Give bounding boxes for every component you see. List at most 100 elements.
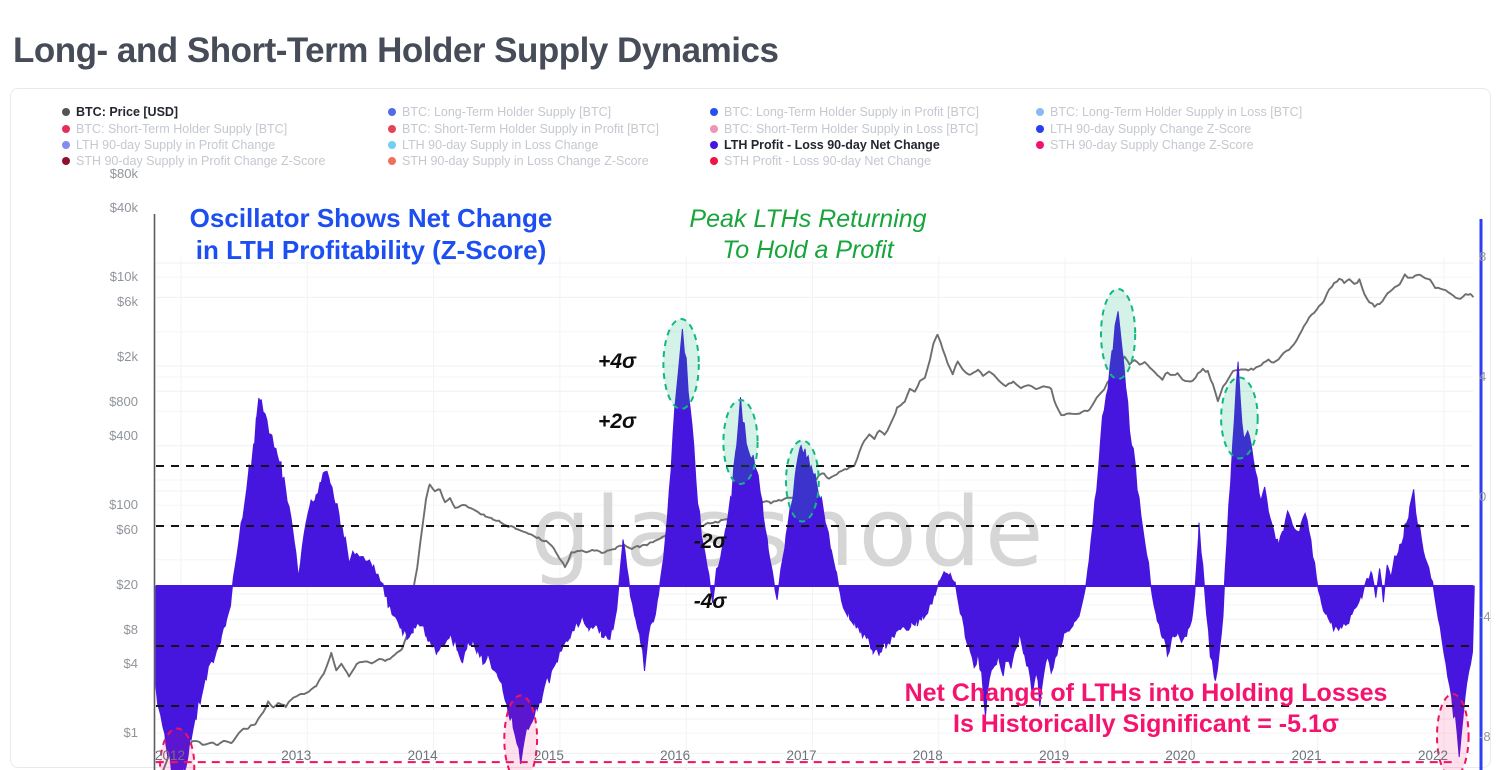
- legend-item[interactable]: BTC: Price [USD]: [62, 104, 388, 120]
- annotation-holding-losses: Net Change of LTHs into Holding Losses I…: [858, 678, 1434, 739]
- legend-item-label: BTC: Price [USD]: [76, 105, 179, 120]
- legend-dot-icon: [62, 157, 70, 166]
- legend-item-label: STH 90-day Supply in Profit Change Z-Sco…: [76, 154, 326, 169]
- annotation-losses-line1: Net Change of LTHs into Holding Losses: [904, 679, 1388, 707]
- legend-item[interactable]: BTC: Long-Term Holder Supply in Loss [BT…: [1036, 104, 1462, 120]
- legend-item-label: STH 90-day Supply in Loss Change Z-Score: [402, 154, 649, 169]
- legend-item[interactable]: LTH 90-day Supply in Loss Change: [388, 137, 710, 153]
- peak-highlight-ellipse: [662, 318, 700, 410]
- price-tick-label: $80k: [109, 166, 138, 182]
- legend-item[interactable]: STH 90-day Supply Change Z-Score: [1036, 137, 1462, 153]
- chart-card: glassnode: [10, 88, 1491, 770]
- chart-legend: BTC: Price [USD] BTC: Long-Term Holder Su…: [62, 104, 1462, 170]
- legend-item[interactable]: BTC: Long-Term Holder Supply in Profit […: [710, 104, 1036, 120]
- zscore-tick-label: 8: [1479, 249, 1487, 264]
- price-tick-label: $10k: [109, 269, 138, 284]
- price-tick-label: $400: [109, 428, 138, 444]
- legend-dot-icon: [710, 124, 718, 133]
- legend-dot-icon: [388, 140, 396, 149]
- year-tick-label: 2020: [1165, 748, 1196, 763]
- zscore-tick-label: 0: [1479, 489, 1487, 504]
- bottom-highlight-ellipse: [1436, 693, 1470, 770]
- legend-dot-icon: [388, 157, 396, 166]
- legend-item-label: BTC: Short-Term Holder Supply in Loss [B…: [724, 121, 979, 136]
- price-tick-label: $100: [109, 497, 138, 512]
- price-tick-label: $20: [116, 576, 138, 592]
- peak-highlight-ellipse: [1100, 288, 1137, 380]
- legend-item-label: LTH 90-day Supply in Loss Change: [402, 137, 599, 152]
- legend-item-label: BTC: Long-Term Holder Supply in Loss [BT…: [1050, 105, 1303, 120]
- year-tick-label: 2015: [533, 748, 564, 763]
- year-tick-label: 2019: [1039, 748, 1070, 763]
- sigma-label-plus4: +4σ: [598, 350, 636, 373]
- legend-item-label: BTC: Long-Term Holder Supply in Profit […: [724, 105, 979, 120]
- year-tick-label: 2013: [281, 748, 312, 763]
- legend-item-label: STH 90-day Supply Change Z-Score: [1050, 137, 1254, 152]
- legend-dot-icon: [388, 108, 396, 117]
- annotation-peak-lths: Peak LTHs Returning To Hold a Profit: [648, 204, 968, 265]
- chart-plot-area[interactable]: glassnode: [11, 89, 1502, 770]
- price-tick-label: $40k: [109, 200, 138, 216]
- peak-highlight-ellipse: [1220, 376, 1259, 460]
- price-tick-label: $60: [116, 522, 138, 538]
- legend-dot-icon: [62, 124, 70, 133]
- legend-item-label: LTH Profit - Loss 90-day Net Change: [724, 137, 940, 152]
- price-tick-label: $4: [123, 656, 138, 672]
- legend-dot-icon: [1036, 124, 1044, 133]
- legend-dot-icon: [710, 108, 718, 117]
- peak-highlight-ellipse: [785, 439, 820, 523]
- legend-item-label: BTC: Short-Term Holder Supply in Profit …: [402, 121, 660, 136]
- annotation-peaks-line1: Peak LTHs Returning: [689, 205, 927, 233]
- legend-item[interactable]: LTH 90-day Supply in Profit Change: [62, 137, 388, 153]
- annotation-oscillator-line1: Oscillator Shows Net Change: [189, 203, 553, 233]
- legend-item[interactable]: BTC: Short-Term Holder Supply in Loss [B…: [710, 120, 1036, 136]
- year-tick-label: 2014: [407, 748, 438, 763]
- zscore-tick-label: 4: [1479, 369, 1487, 384]
- zscore-tick-label: -8: [1479, 729, 1491, 744]
- sigma-label-minus4: -4σ: [693, 590, 727, 613]
- price-tick-label: $2k: [117, 348, 138, 364]
- legend-item[interactable]: STH Profit - Loss 90-day Net Change: [710, 153, 1036, 169]
- annotation-peaks-line2: To Hold a Profit: [722, 235, 894, 264]
- legend-item-label: BTC: Short-Term Holder Supply [BTC]: [76, 121, 288, 136]
- annotation-oscillator-line2: in LTH Profitability (Z-Score): [195, 234, 547, 265]
- lth-net-change-bars: [155, 311, 1475, 770]
- legend-item[interactable]: LTH Profit - Loss 90-day Net Change: [710, 137, 1036, 153]
- bottom-highlight-ellipse: [159, 727, 196, 770]
- legend-item[interactable]: BTC: Short-Term Holder Supply in Profit …: [388, 120, 710, 136]
- legend-item[interactable]: BTC: Long-Term Holder Supply [BTC]: [388, 104, 710, 120]
- sigma-label-plus2: +2σ: [598, 410, 636, 433]
- price-tick-label: $6k: [117, 294, 138, 310]
- zscore-tick-label: -4: [1479, 609, 1491, 624]
- legend-dot-icon: [388, 124, 396, 133]
- legend-item-label: LTH 90-day Supply Change Z-Score: [1050, 121, 1252, 136]
- legend-item[interactable]: BTC: Short-Term Holder Supply [BTC]: [62, 120, 388, 136]
- year-tick-label: 2017: [786, 748, 817, 763]
- annotation-losses-line2: Is Historically Significant = -5.1σ: [953, 709, 1339, 738]
- legend-dot-icon: [710, 157, 718, 166]
- legend-item[interactable]: STH 90-day Supply in Profit Change Z-Sco…: [62, 153, 388, 169]
- price-tick-label: $8: [123, 622, 138, 638]
- legend-dot-icon: [62, 140, 70, 149]
- peak-highlight-ellipse: [722, 399, 759, 485]
- year-tick-label: 2016: [660, 748, 691, 763]
- legend-dot-icon: [1036, 140, 1044, 149]
- legend-item-label: STH Profit - Loss 90-day Net Change: [724, 154, 932, 169]
- price-tick-label: $800: [109, 394, 138, 410]
- year-tick-label: 2018: [912, 748, 943, 763]
- year-tick-label: 2012: [154, 748, 186, 763]
- legend-dot-icon: [710, 140, 718, 149]
- legend-item-label: BTC: Long-Term Holder Supply [BTC]: [402, 105, 612, 120]
- year-tick-label: 2022: [1417, 748, 1449, 763]
- legend-dot-icon: [1036, 108, 1044, 117]
- page-title: Long- and Short-Term Holder Supply Dynam…: [13, 31, 779, 71]
- bottom-highlight-ellipse: [503, 694, 539, 770]
- legend-dot-icon: [62, 108, 70, 117]
- year-tick-label: 2021: [1291, 748, 1322, 763]
- sigma-label-minus2: -2σ: [693, 530, 727, 553]
- legend-item-label: LTH 90-day Supply in Profit Change: [76, 137, 276, 152]
- legend-item[interactable]: LTH 90-day Supply Change Z-Score: [1036, 120, 1462, 136]
- price-tick-label: $1: [123, 725, 138, 740]
- legend-item[interactable]: STH 90-day Supply in Loss Change Z-Score: [388, 153, 710, 169]
